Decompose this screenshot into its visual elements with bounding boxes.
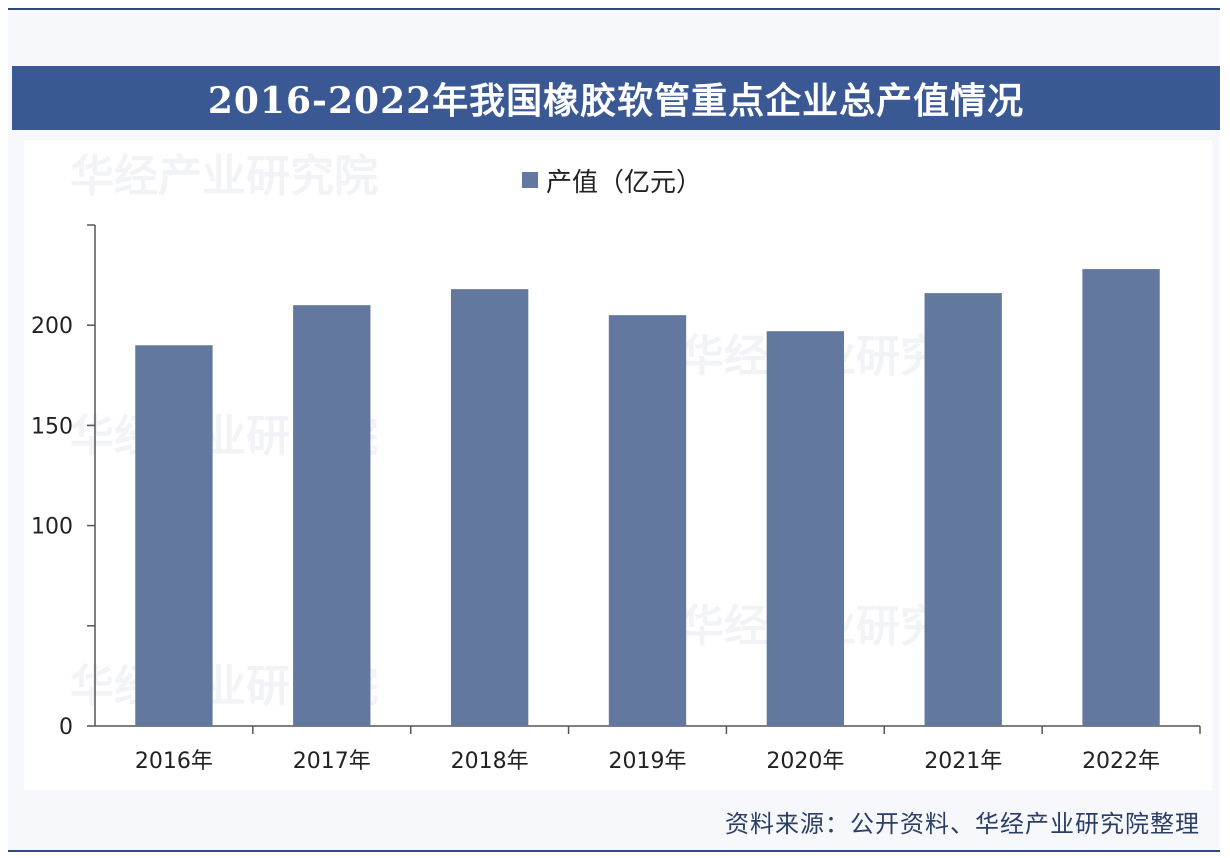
x-tick-label: 2022年 [1082,749,1160,774]
bar [135,345,213,726]
bar [293,305,371,726]
x-tick-label: 2016年 [135,749,213,774]
y-tick-label: 200 [31,314,73,339]
title-bar: 2016-2022年我国橡胶软管重点企业总产值情况 [12,66,1220,130]
x-tick-label: 2020年 [766,749,844,774]
legend-label: 产值（亿元） [546,167,703,198]
x-tick-label: 2019年 [609,749,687,774]
x-tick-label: 2017年 [293,749,371,774]
chart-title: 2016-2022年我国橡胶软管重点企业总产值情况 [207,80,1025,122]
bar [766,331,845,726]
legend-swatch [522,172,538,188]
x-tick-label: 2021年 [924,749,1002,774]
y-tick-label: 150 [31,414,73,439]
y-tick-label: 100 [31,515,73,540]
legend: 产值（亿元） [522,162,702,198]
bar [1082,269,1160,726]
bar [924,293,1002,726]
x-tick-label: 2018年 [451,749,529,774]
y-tick-label: 0 [59,715,73,740]
source-note: 资料来源：公开资料、华经产业研究院整理 [725,810,1200,838]
bar [608,315,687,726]
bar [450,289,529,726]
